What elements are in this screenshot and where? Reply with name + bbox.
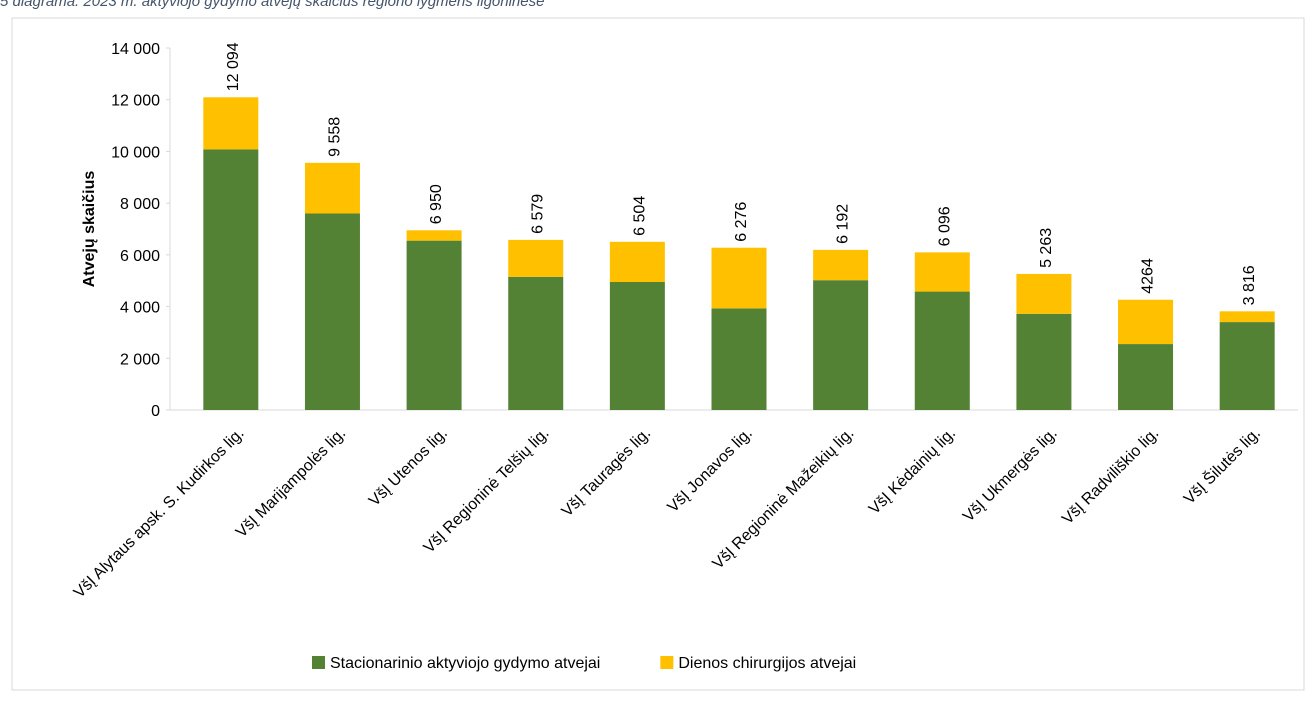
- y-tick-label: 0: [151, 403, 160, 420]
- x-tick-label: VšĮ Tauragės lig.: [559, 425, 654, 520]
- bar-segment: [711, 247, 767, 309]
- total-label: 6 504: [631, 196, 648, 236]
- total-label: 6 192: [835, 204, 852, 244]
- total-label: 6 950: [428, 184, 445, 224]
- bar-segment: [609, 241, 665, 283]
- total-label: 12 094: [225, 42, 242, 91]
- bar-segment: [1118, 344, 1174, 410]
- x-tick-label: VšĮ Jonavos lig.: [665, 425, 756, 516]
- total-label: 5 263: [1038, 228, 1055, 268]
- legend-label: Dienos chirurgijos atvejai: [678, 655, 856, 672]
- legend-swatch: [660, 656, 674, 669]
- x-tick-label: VšĮ Marijampolės lig.: [233, 425, 349, 541]
- total-label: 4264: [1140, 258, 1157, 294]
- bar-segment: [508, 239, 564, 277]
- bar-segment: [406, 230, 462, 241]
- x-tick-label: VšĮ Kėdainių lig.: [866, 425, 959, 518]
- chart-border: [11, 17, 1305, 691]
- total-label: 6 276: [733, 202, 750, 242]
- bar-segment: [711, 308, 767, 410]
- bar-segment: [1219, 322, 1275, 410]
- y-tick-label: 12 000: [111, 93, 160, 110]
- bar-segment: [304, 162, 360, 214]
- bar-segment: [813, 249, 869, 281]
- bar-segment: [1219, 311, 1275, 323]
- total-label: 9 558: [326, 117, 343, 157]
- bar-segment: [914, 291, 970, 410]
- bar-segment: [508, 276, 564, 410]
- x-tick-label: VšĮ Utenos lig.: [366, 425, 451, 510]
- y-tick-label: 6 000: [120, 248, 160, 265]
- caption: 5 diagrama. 2023 m. aktyviojo gydymo atv…: [0, 0, 544, 10]
- total-label: 3 816: [1241, 265, 1258, 305]
- y-tick-label: 10 000: [111, 144, 160, 161]
- bar-segment: [914, 252, 970, 292]
- x-tick-label: VšĮ Šilutės lig.: [1180, 423, 1264, 507]
- y-tick-label: 2 000: [120, 351, 160, 368]
- y-tick-label: 4 000: [120, 300, 160, 317]
- total-label: 6 579: [530, 194, 547, 234]
- y-tick-label: 14 000: [111, 41, 160, 58]
- bar-segment: [304, 213, 360, 410]
- bar-segment: [1118, 299, 1174, 345]
- legend-swatch: [312, 656, 325, 669]
- x-tick-label: VšĮ Ukmergės lig.: [960, 425, 1061, 526]
- bar-segment: [813, 280, 869, 410]
- bar-segment: [203, 97, 259, 150]
- bar-segment: [203, 149, 259, 411]
- bar-segment: [609, 282, 665, 410]
- y-axis-label: Atvejų skaičius: [81, 171, 98, 288]
- bar-segment: [1016, 273, 1072, 314]
- x-tick-label: VšĮ Radviliškio lig.: [1059, 425, 1162, 528]
- y-tick-label: 8 000: [120, 196, 160, 213]
- bar-segment: [1016, 313, 1072, 410]
- total-label: 6 096: [936, 206, 953, 246]
- x-tick-label: VšĮ Alytaus apsk. S. Kudirkos lig.: [71, 425, 248, 602]
- legend-label: Stacionarinio aktyviojo gydymo atvejai: [330, 655, 600, 672]
- bar-segment: [406, 240, 462, 410]
